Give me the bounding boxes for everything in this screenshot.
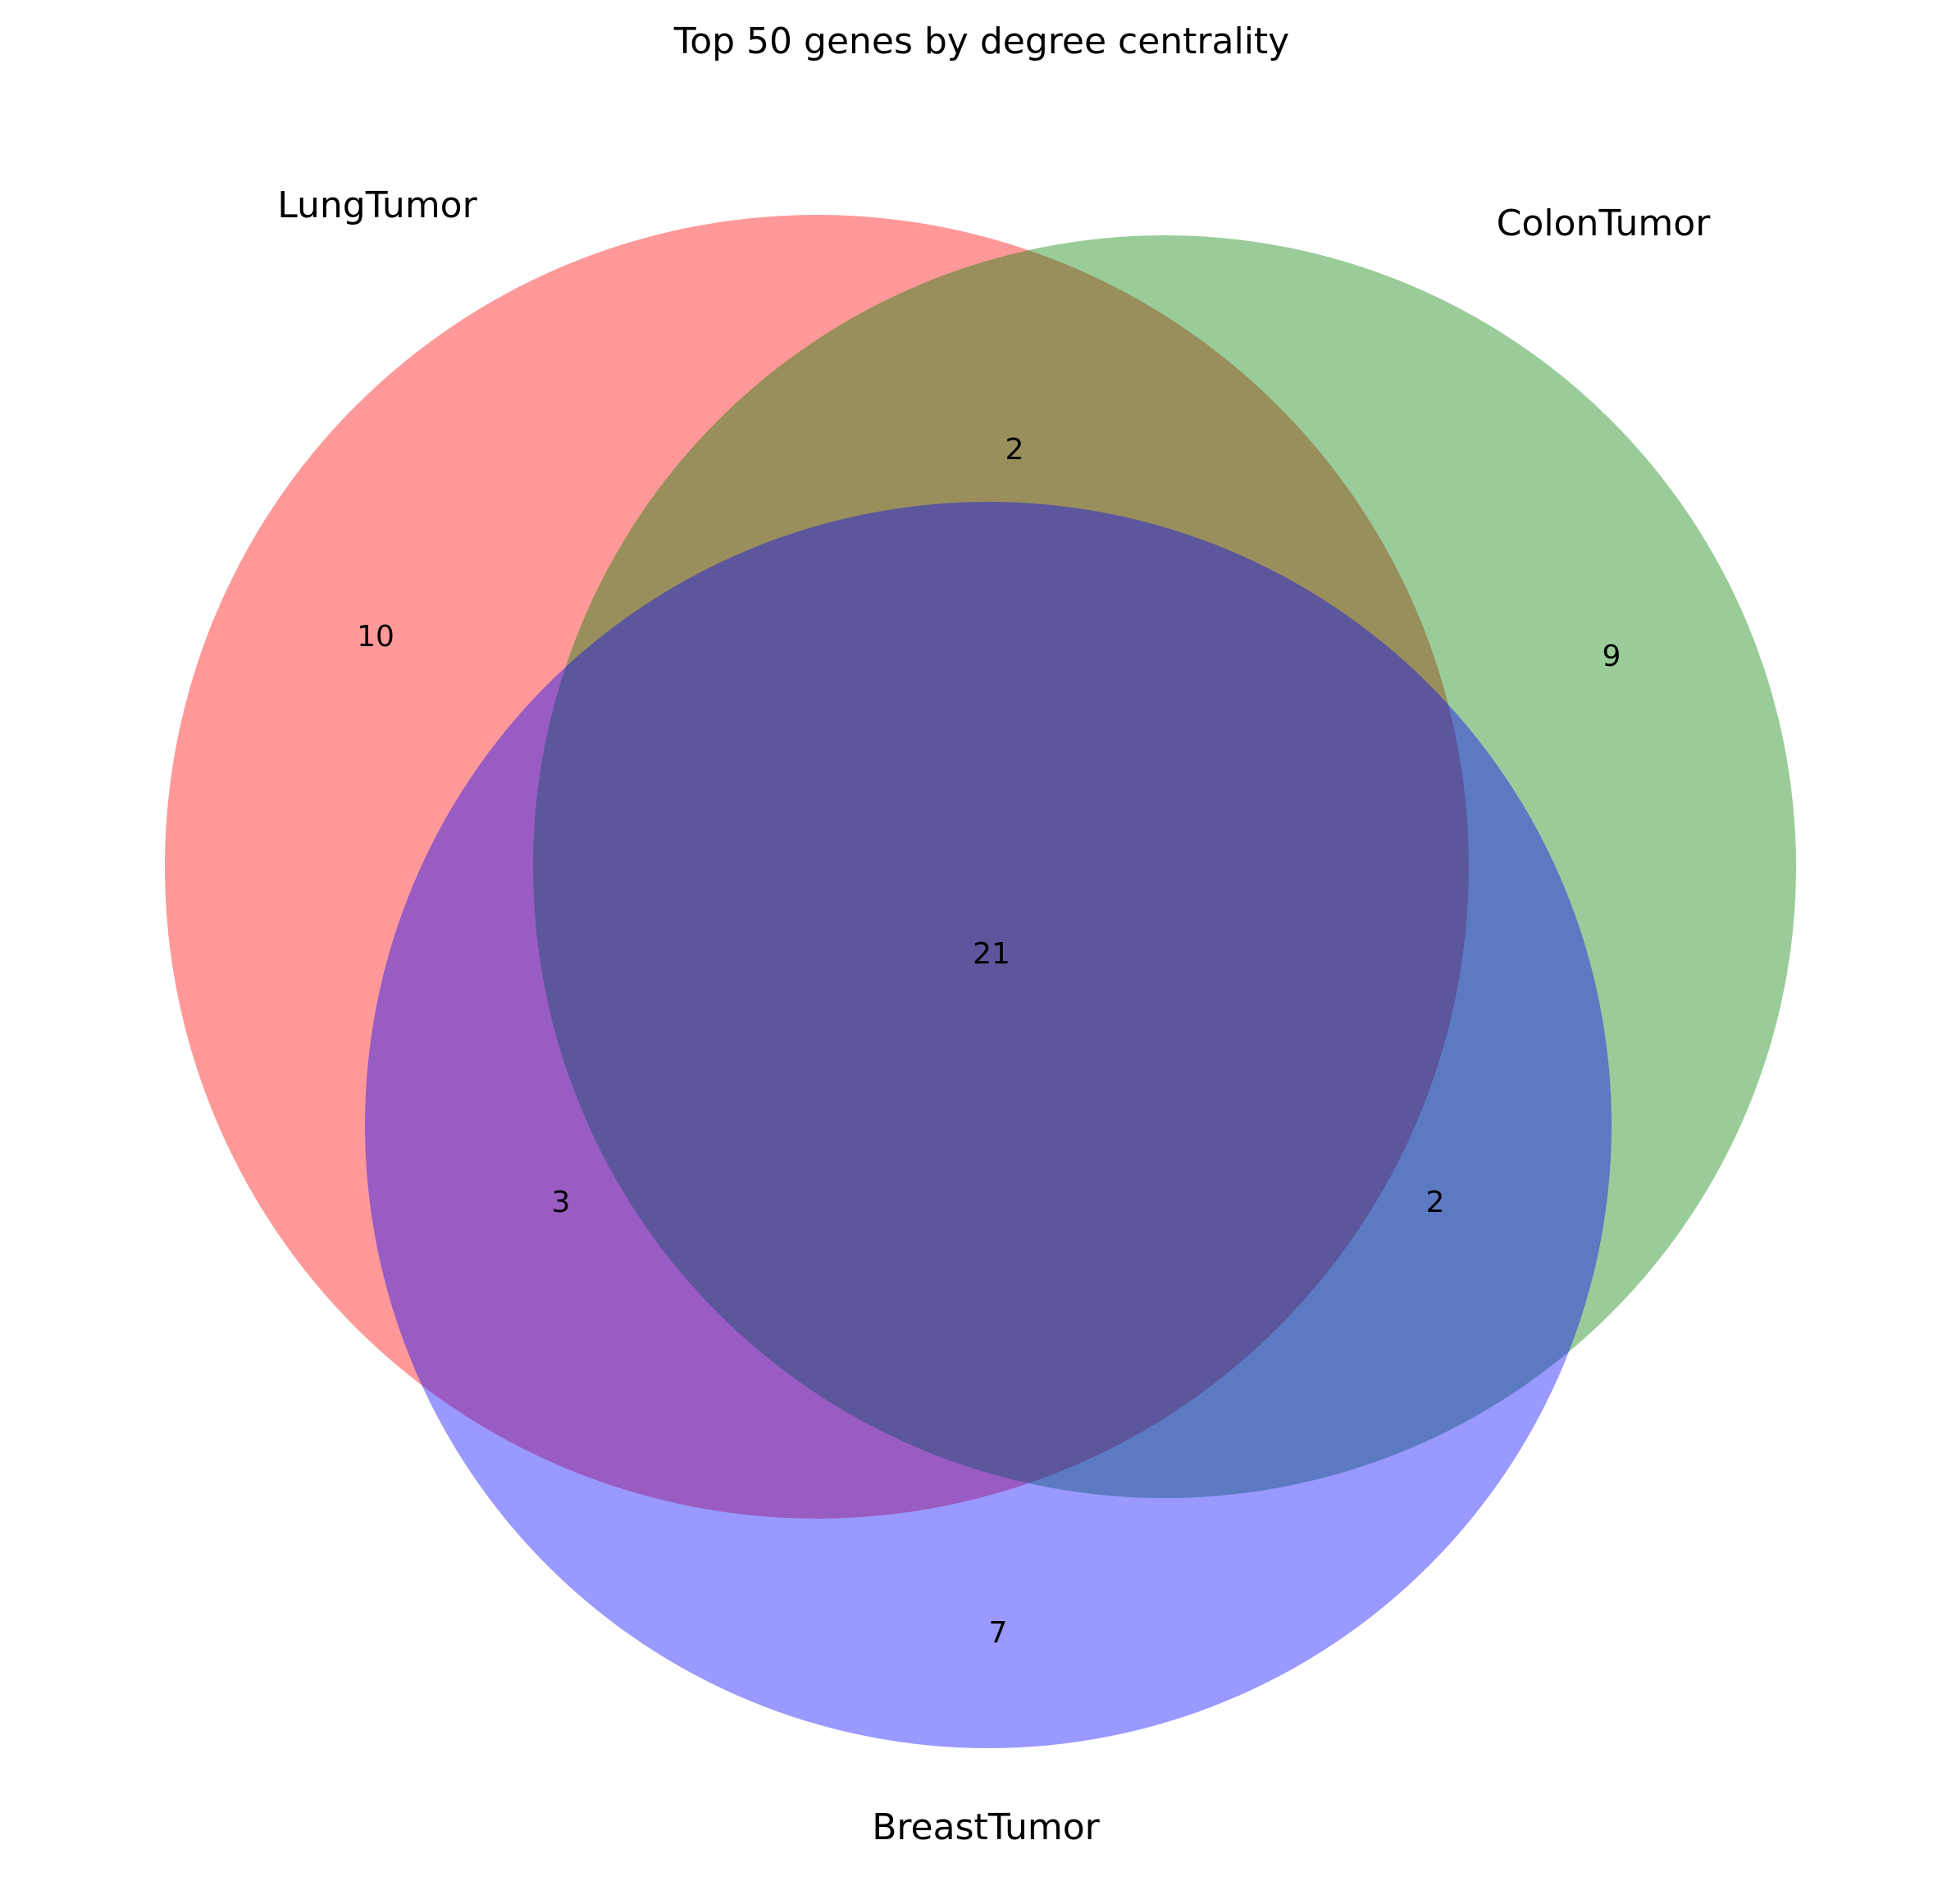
count-colon-breast: 2 xyxy=(1426,1186,1445,1219)
set-label-breast-tumor: BreastTumor xyxy=(872,1806,1100,1848)
region-counts: 10 9 7 2 3 2 21 xyxy=(357,433,1621,1650)
set-label-colon-tumor: ColonTumor xyxy=(1497,203,1712,244)
count-all-three: 21 xyxy=(973,937,1010,971)
circle-colon-tumor xyxy=(533,235,1796,1498)
diagram-title: Top 50 genes by degree centrality xyxy=(673,20,1289,62)
set-labels: LungTumor ColonTumor BreastTumor xyxy=(277,184,1711,1848)
venn-circles xyxy=(165,215,1796,1748)
set-label-lung-tumor: LungTumor xyxy=(277,184,477,226)
circle-lung-tumor xyxy=(165,215,1469,1519)
count-lung-breast: 3 xyxy=(552,1186,571,1219)
count-colon-only: 9 xyxy=(1603,640,1621,673)
circle-breast-tumor xyxy=(365,502,1612,1748)
title: Top 50 genes by degree centrality xyxy=(673,20,1289,62)
count-lung-colon: 2 xyxy=(1005,433,1024,467)
count-breast-only: 7 xyxy=(989,1616,1008,1650)
count-lung-only: 10 xyxy=(357,620,394,654)
